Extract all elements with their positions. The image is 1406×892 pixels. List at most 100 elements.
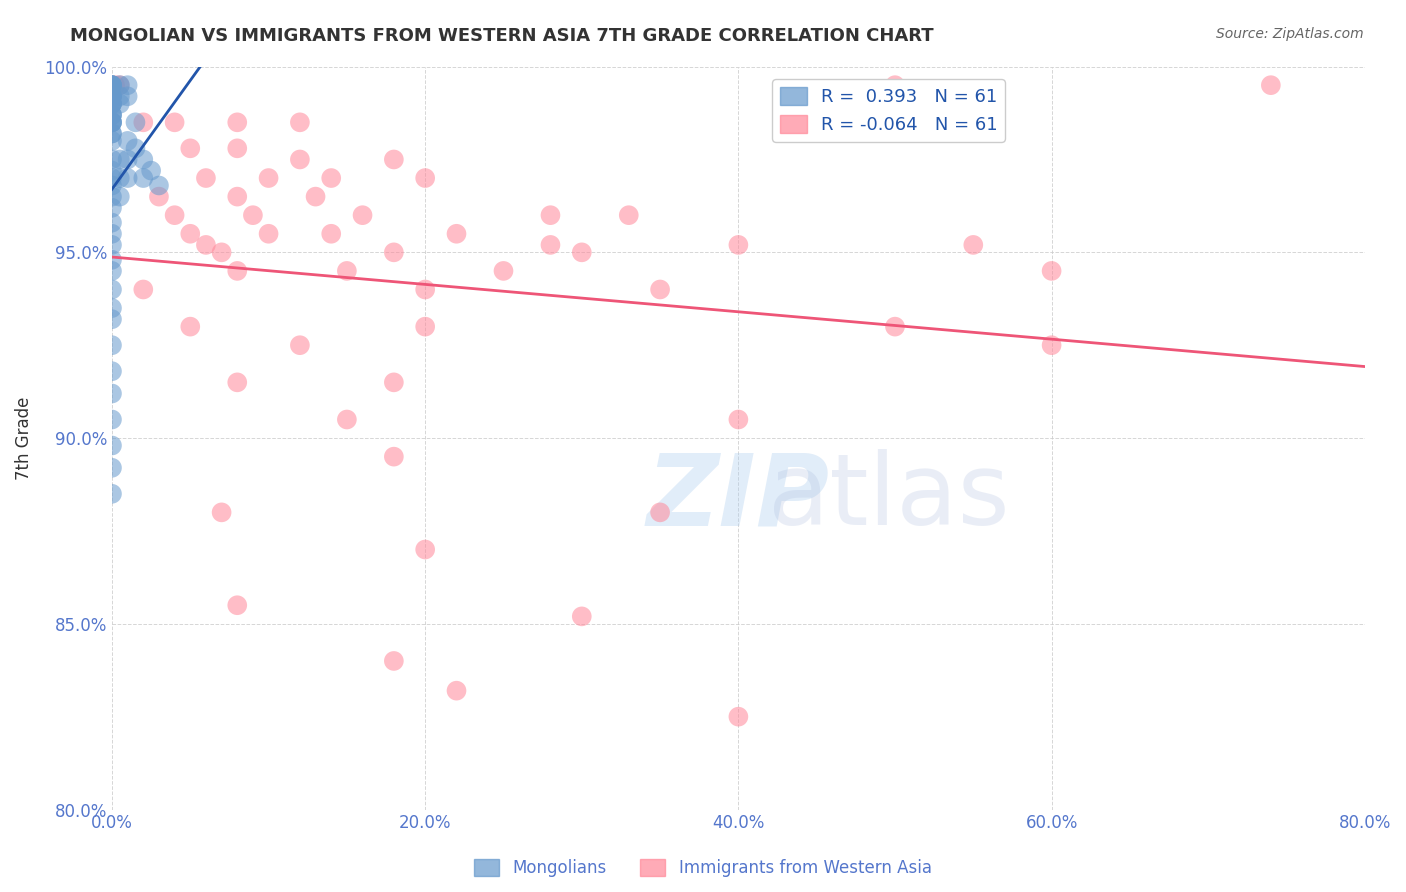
- Mongolians: [101, 201, 124, 215]
- Mongolians: [101, 227, 124, 241]
- Mongolians: [117, 171, 139, 186]
- Text: Source: ZipAtlas.com: Source: ZipAtlas.com: [1216, 27, 1364, 41]
- Immigrants from Western Asia: [179, 319, 201, 334]
- Mongolians: [108, 78, 131, 92]
- Legend: Mongolians, Immigrants from Western Asia: Mongolians, Immigrants from Western Asia: [468, 852, 938, 884]
- Immigrants from Western Asia: [288, 115, 311, 129]
- Mongolians: [101, 216, 124, 230]
- Immigrants from Western Asia: [571, 245, 593, 260]
- Mongolians: [117, 153, 139, 167]
- Mongolians: [101, 252, 124, 267]
- Immigrants from Western Asia: [132, 283, 155, 297]
- Mongolians: [101, 438, 124, 452]
- Mongolians: [108, 189, 131, 203]
- Immigrants from Western Asia: [194, 238, 217, 252]
- Immigrants from Western Asia: [413, 171, 436, 186]
- Immigrants from Western Asia: [382, 245, 405, 260]
- Immigrants from Western Asia: [226, 264, 249, 278]
- Immigrants from Western Asia: [257, 171, 280, 186]
- Immigrants from Western Asia: [446, 683, 468, 698]
- Text: atlas: atlas: [768, 449, 1010, 546]
- Immigrants from Western Asia: [226, 599, 249, 613]
- Mongolians: [101, 115, 124, 129]
- Mongolians: [108, 171, 131, 186]
- Mongolians: [124, 141, 146, 155]
- Mongolians: [101, 134, 124, 148]
- Mongolians: [108, 89, 131, 103]
- Immigrants from Western Asia: [413, 319, 436, 334]
- Immigrants from Western Asia: [132, 115, 155, 129]
- Immigrants from Western Asia: [617, 208, 640, 222]
- Immigrants from Western Asia: [104, 78, 127, 92]
- Mongolians: [101, 171, 124, 186]
- Mongolians: [117, 134, 139, 148]
- Mongolians: [124, 115, 146, 129]
- Immigrants from Western Asia: [571, 609, 593, 624]
- Immigrants from Western Asia: [321, 227, 343, 241]
- Immigrants from Western Asia: [540, 238, 562, 252]
- Immigrants from Western Asia: [211, 505, 233, 519]
- Immigrants from Western Asia: [446, 227, 468, 241]
- Mongolians: [101, 460, 124, 475]
- Immigrants from Western Asia: [648, 505, 671, 519]
- Mongolians: [101, 127, 124, 141]
- Mongolians: [101, 115, 124, 129]
- Mongolians: [101, 89, 124, 103]
- Mongolians: [101, 238, 124, 252]
- Immigrants from Western Asia: [226, 376, 249, 390]
- Mongolians: [101, 78, 124, 92]
- Mongolians: [101, 264, 124, 278]
- Mongolians: [101, 89, 124, 103]
- Mongolians: [101, 115, 124, 129]
- Mongolians: [101, 108, 124, 122]
- Immigrants from Western Asia: [727, 238, 749, 252]
- Immigrants from Western Asia: [194, 171, 217, 186]
- Mongolians: [101, 78, 124, 92]
- Mongolians: [101, 163, 124, 178]
- Immigrants from Western Asia: [1040, 264, 1063, 278]
- Immigrants from Western Asia: [492, 264, 515, 278]
- Immigrants from Western Asia: [108, 78, 131, 92]
- Immigrants from Western Asia: [321, 171, 343, 186]
- Immigrants from Western Asia: [413, 542, 436, 557]
- Immigrants from Western Asia: [727, 412, 749, 426]
- Mongolians: [101, 283, 124, 297]
- Immigrants from Western Asia: [540, 208, 562, 222]
- Immigrants from Western Asia: [242, 208, 264, 222]
- Immigrants from Western Asia: [163, 115, 186, 129]
- Mongolians: [101, 78, 124, 92]
- Mongolians: [101, 178, 124, 193]
- Immigrants from Western Asia: [226, 115, 249, 129]
- Immigrants from Western Asia: [382, 450, 405, 464]
- Mongolians: [148, 178, 170, 193]
- Mongolians: [139, 163, 162, 178]
- Mongolians: [101, 115, 124, 129]
- Immigrants from Western Asia: [163, 208, 186, 222]
- Mongolians: [101, 96, 124, 111]
- Mongolians: [101, 89, 124, 103]
- Immigrants from Western Asia: [179, 141, 201, 155]
- Mongolians: [101, 301, 124, 315]
- Mongolians: [108, 96, 131, 111]
- Mongolians: [101, 108, 124, 122]
- Immigrants from Western Asia: [288, 338, 311, 352]
- Mongolians: [101, 189, 124, 203]
- Mongolians: [101, 338, 124, 352]
- Mongolians: [101, 364, 124, 378]
- Immigrants from Western Asia: [211, 245, 233, 260]
- Immigrants from Western Asia: [226, 141, 249, 155]
- Legend: R =  0.393   N = 61, R = -0.064   N = 61: R = 0.393 N = 61, R = -0.064 N = 61: [772, 79, 1005, 142]
- Y-axis label: 7th Grade: 7th Grade: [15, 396, 32, 480]
- Immigrants from Western Asia: [336, 264, 359, 278]
- Immigrants from Western Asia: [226, 189, 249, 203]
- Immigrants from Western Asia: [1260, 78, 1282, 92]
- Mongolians: [132, 171, 155, 186]
- Mongolians: [101, 487, 124, 501]
- Mongolians: [101, 108, 124, 122]
- Immigrants from Western Asia: [884, 78, 907, 92]
- Immigrants from Western Asia: [288, 153, 311, 167]
- Immigrants from Western Asia: [304, 189, 326, 203]
- Immigrants from Western Asia: [257, 227, 280, 241]
- Mongolians: [132, 153, 155, 167]
- Immigrants from Western Asia: [382, 654, 405, 668]
